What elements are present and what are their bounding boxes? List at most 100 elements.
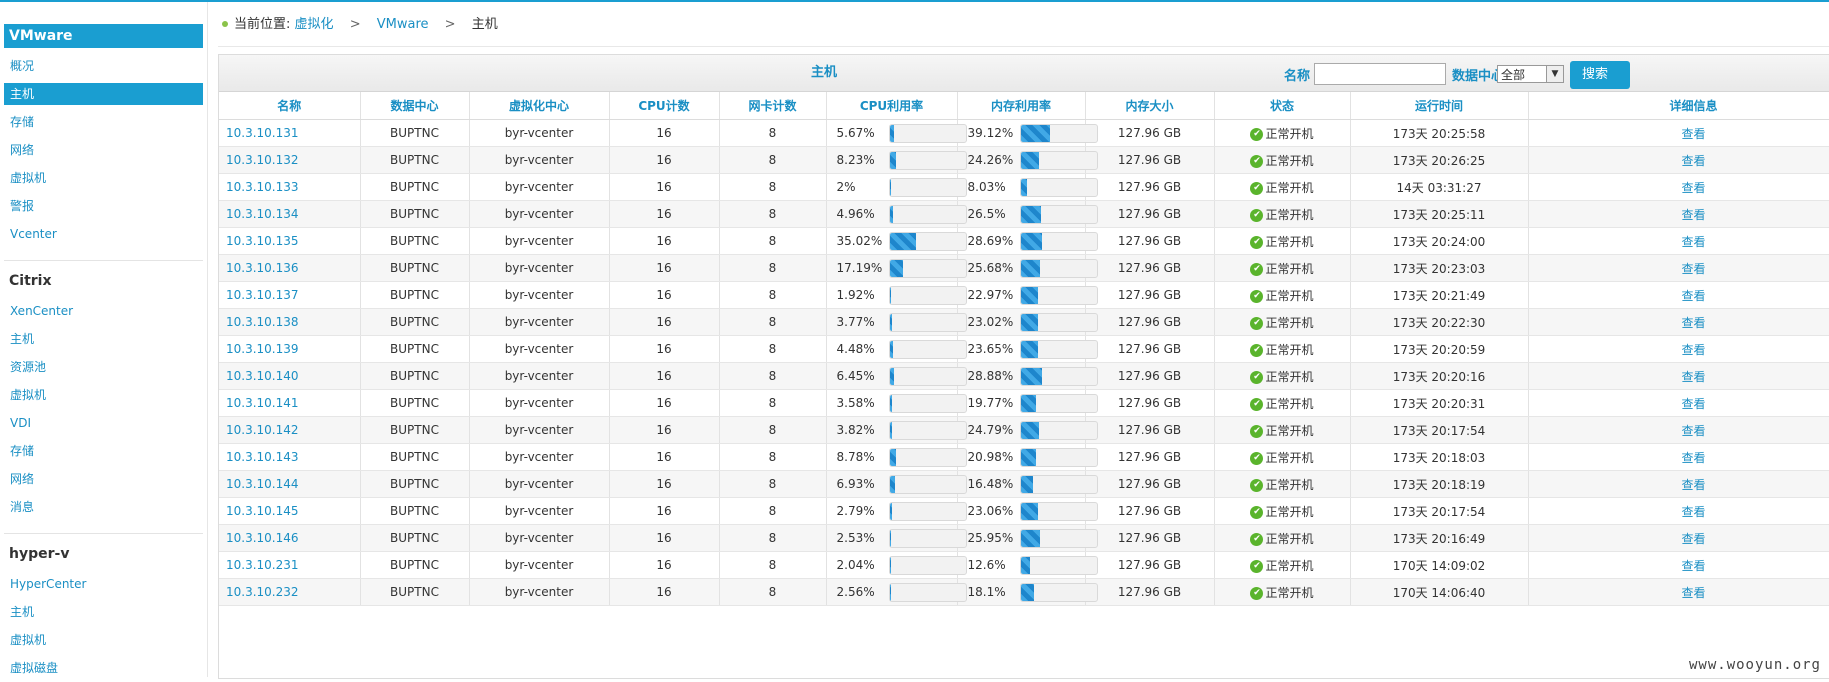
panel-title: 主机: [810, 65, 837, 80]
sidebar-item-hyper-v-2[interactable]: 虚拟机: [10, 633, 47, 647]
host-name-link[interactable]: 10.3.10.142: [219, 416, 361, 444]
mem-usage-cell: 24.26%: [957, 146, 1098, 174]
host-name-link[interactable]: 10.3.10.140: [219, 362, 361, 390]
sidebar-item-citrix-4[interactable]: VDI: [10, 416, 31, 430]
cpu-usage-bar: [888, 474, 967, 494]
view-detail-link[interactable]: 查看: [1528, 551, 1829, 579]
datacenter-cell: BUPTNC: [360, 227, 470, 255]
sidebar-item-vmware-1[interactable]: 主机: [4, 83, 203, 105]
view-detail-link[interactable]: 查看: [1528, 443, 1829, 471]
sidebar-item-vmware-0[interactable]: 概况: [10, 59, 35, 73]
table-body: 10.3.10.131 BUPTNC byr-vcenter 16 8 5.67% 39.1…: [219, 119, 1829, 606]
view-detail-link[interactable]: 查看: [1528, 146, 1829, 174]
column-header: 状态: [1214, 92, 1351, 120]
view-detail-link[interactable]: 查看: [1528, 308, 1829, 336]
mem-usage-fill: [1020, 556, 1031, 574]
host-name-link[interactable]: 10.3.10.232: [219, 578, 361, 606]
datacenter-cell: BUPTNC: [360, 389, 470, 417]
column-header: 内存大小: [1085, 92, 1215, 120]
breadcrumb-vmware[interactable]: VMware: [376, 17, 429, 32]
view-detail-link[interactable]: 查看: [1528, 470, 1829, 498]
status-text: 正常开机: [1265, 477, 1314, 492]
status-text: 正常开机: [1265, 423, 1314, 438]
sidebar-item-citrix-5[interactable]: 存储: [10, 444, 35, 458]
check-circle-icon: ✔: [1250, 559, 1264, 573]
sidebar-section-citrix[interactable]: Citrix: [9, 273, 52, 289]
view-detail-link[interactable]: 查看: [1528, 119, 1829, 147]
view-detail-link[interactable]: 查看: [1528, 227, 1829, 255]
sidebar-item-citrix-0[interactable]: XenCenter: [10, 304, 74, 318]
view-detail-link[interactable]: 查看: [1528, 200, 1829, 228]
host-name-link[interactable]: 10.3.10.134: [219, 200, 361, 228]
host-name-link[interactable]: 10.3.10.143: [219, 443, 361, 471]
check-circle-icon: ✔: [1250, 262, 1264, 276]
search-button[interactable]: 搜索: [1570, 61, 1630, 89]
mem-usage-fill: [1020, 313, 1038, 331]
cpu-count-cell: 16: [609, 119, 720, 147]
vcenter-cell: byr-vcenter: [469, 281, 610, 309]
view-detail-link[interactable]: 查看: [1528, 173, 1829, 201]
cpu-count-cell: 16: [609, 524, 720, 552]
mem-usage-text: 25.95%: [967, 531, 1014, 545]
cpu-count-cell: 16: [609, 173, 720, 201]
sidebar-section-hyper-v[interactable]: hyper-v: [9, 546, 70, 562]
host-name-link[interactable]: 10.3.10.136: [219, 254, 361, 282]
view-detail-link[interactable]: 查看: [1528, 578, 1829, 606]
host-name-link[interactable]: 10.3.10.144: [219, 470, 361, 498]
sidebar-item-hyper-v-0[interactable]: HyperCenter: [10, 577, 87, 591]
datacenter-cell: BUPTNC: [360, 551, 470, 579]
cpu-usage-text: 2.79%: [836, 504, 875, 518]
host-name-link[interactable]: 10.3.10.139: [219, 335, 361, 363]
filter-name-input[interactable]: [1314, 63, 1446, 85]
sidebar-item-citrix-2[interactable]: 资源池: [10, 360, 47, 374]
sidebar-section-vmware[interactable]: VMware: [4, 24, 203, 48]
sidebar-item-vmware-5[interactable]: 警报: [10, 199, 35, 213]
mem-usage-text: 25.68%: [967, 261, 1014, 275]
mem-usage-fill: [1020, 151, 1039, 169]
host-name-link[interactable]: 10.3.10.146: [219, 524, 361, 552]
sidebar-item-citrix-6[interactable]: 网络: [10, 472, 35, 486]
mem-usage-fill: [1020, 421, 1040, 439]
view-detail-link[interactable]: 查看: [1528, 524, 1829, 552]
breadcrumb-virtualization[interactable]: 虚拟化: [294, 17, 334, 32]
cpu-usage-text: 2.04%: [836, 558, 875, 572]
sidebar-item-hyper-v-1[interactable]: 主机: [10, 605, 35, 619]
uptime-cell: 173天 20:23:03: [1350, 254, 1529, 282]
host-name-link[interactable]: 10.3.10.231: [219, 551, 361, 579]
sidebar-item-vmware-2[interactable]: 存储: [10, 115, 35, 129]
host-name-link[interactable]: 10.3.10.138: [219, 308, 361, 336]
sidebar-item-citrix-1[interactable]: 主机: [10, 332, 35, 346]
sidebar-item-vmware-3[interactable]: 网络: [10, 143, 35, 157]
view-detail-link[interactable]: 查看: [1528, 389, 1829, 417]
view-detail-link[interactable]: 查看: [1528, 254, 1829, 282]
host-name-link[interactable]: 10.3.10.132: [219, 146, 361, 174]
table-row: 10.3.10.143 BUPTNC byr-vcenter 16 8 8.78% 20.9…: [219, 443, 1829, 471]
sidebar-item-vmware-6[interactable]: Vcenter: [10, 227, 57, 241]
host-name-link[interactable]: 10.3.10.133: [219, 173, 361, 201]
view-detail-link[interactable]: 查看: [1528, 416, 1829, 444]
datacenter-select-value: 全部: [1501, 68, 1526, 82]
host-name-link[interactable]: 10.3.10.141: [219, 389, 361, 417]
view-detail-link[interactable]: 查看: [1528, 281, 1829, 309]
view-detail-link[interactable]: 查看: [1528, 497, 1829, 525]
host-name-link[interactable]: 10.3.10.131: [219, 119, 361, 147]
cpu-usage-text: 8.23%: [836, 153, 875, 167]
host-name-link[interactable]: 10.3.10.135: [219, 227, 361, 255]
host-name-link[interactable]: 10.3.10.137: [219, 281, 361, 309]
sidebar-item-hyper-v-3[interactable]: 虚拟磁盘: [10, 661, 59, 675]
mem-usage-text: 28.88%: [967, 369, 1014, 383]
datacenter-select[interactable]: 全部 ▼: [1497, 65, 1564, 83]
uptime-cell: 173天 20:17:54: [1350, 416, 1529, 444]
view-detail-link[interactable]: 查看: [1528, 335, 1829, 363]
cpu-usage-text: 1.92%: [836, 288, 875, 302]
uptime-cell: 173天 20:25:58: [1350, 119, 1529, 147]
cpu-usage-cell: 2.79%: [826, 497, 967, 525]
sidebar-item-citrix-7[interactable]: 消息: [10, 500, 35, 514]
sidebar-item-citrix-3[interactable]: 虚拟机: [10, 388, 47, 402]
cpu-usage-text: 2%: [836, 180, 856, 194]
view-detail-link[interactable]: 查看: [1528, 362, 1829, 390]
host-table: 名称 数据中心 虚拟化中心 CPU计数 网卡计数 CPU利用率 内存利用率 内存大小 状态 运行时…: [219, 92, 1829, 606]
sidebar-item-vmware-4[interactable]: 虚拟机: [10, 171, 47, 185]
vcenter-cell: byr-vcenter: [469, 443, 610, 471]
host-name-link[interactable]: 10.3.10.145: [219, 497, 361, 525]
